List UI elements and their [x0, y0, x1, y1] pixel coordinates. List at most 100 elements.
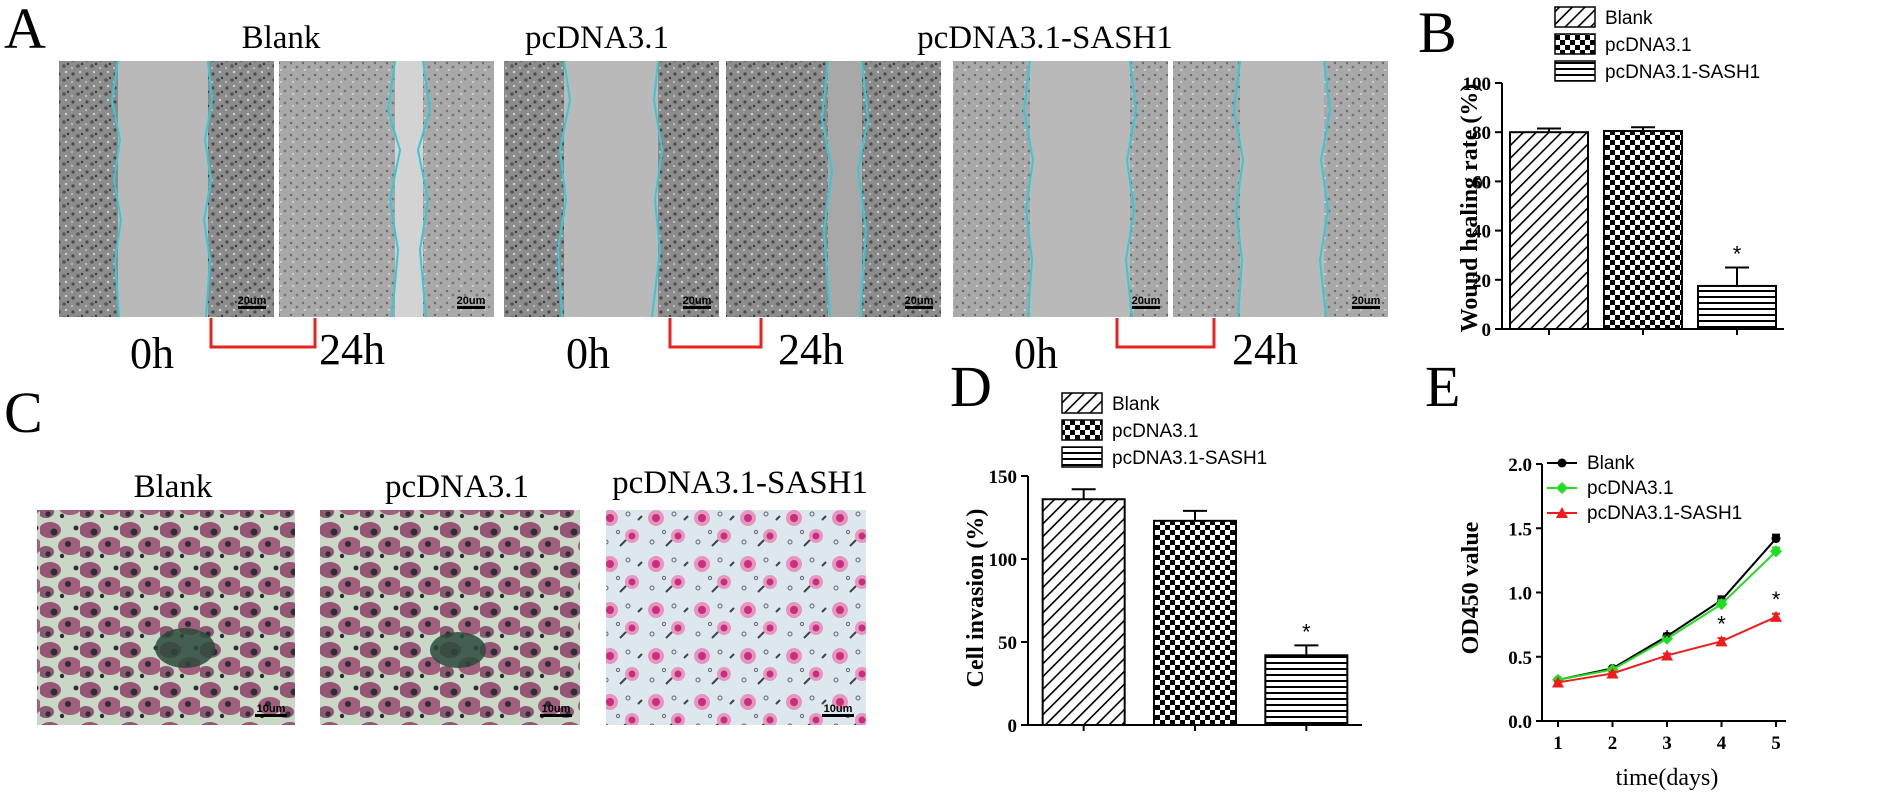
time-label-0h: 0h — [1014, 329, 1058, 378]
series-line-pcDNA3.1 — [1557, 550, 1777, 681]
legend: Blank pcDNA3.1 pcDNA3.1-SASH1 — [1061, 392, 1267, 469]
bracket-blank — [209, 318, 317, 349]
data-point — [1661, 649, 1673, 661]
y-tick-label: 100 — [1463, 74, 1492, 95]
y-tick-label: 1.5 — [1508, 519, 1532, 540]
bar-pcDNA3.1 — [1603, 129, 1683, 330]
scale-bar-label: 10um — [824, 703, 853, 715]
x-tick-label: 5 — [1771, 733, 1781, 754]
legend-label: Blank — [1605, 8, 1653, 29]
data-point — [1552, 676, 1564, 688]
data-point — [1557, 458, 1567, 468]
legend-label: pcDNA3.1 — [1112, 421, 1199, 442]
panel-label-c: C — [4, 380, 43, 445]
legend-label: Blank — [1587, 453, 1635, 474]
group-title-blank: Blank — [134, 469, 213, 505]
x-axis-label: time(days) — [1616, 765, 1719, 791]
data-point — [1606, 667, 1619, 679]
group-title-pcdna: pcDNA3.1 — [385, 469, 529, 505]
group-title-sash1: pcDNA3.1-SASH1 — [612, 465, 868, 501]
data-point — [1770, 610, 1782, 622]
y-tick-label: 20 — [1472, 271, 1491, 292]
micrograph-blank-0h: 20um — [59, 60, 274, 318]
panel-d-cell-invasion-chart: D Cell invasion (%) Blank pcDNA3.1 pcDNA3.… — [950, 354, 1362, 737]
y-tick-label: 1.0 — [1508, 584, 1532, 605]
y-tick-label: 100 — [989, 550, 1018, 571]
y-axis-label: Wound healing rate (%) — [1457, 84, 1483, 333]
scale-bar-label: 20um — [1132, 295, 1161, 307]
data-point — [1556, 507, 1568, 518]
group-title-blank: Blank — [242, 20, 321, 56]
x-tick-label: 3 — [1662, 733, 1672, 754]
line-chart: 0.0 0.5 1.0 1.5 2.0 1 2 3 4 5 * * * — [1508, 455, 1786, 754]
legend: Blank pcDNA3.1 pcDNA3.1-SASH1 — [1554, 6, 1760, 83]
micrograph-pcdna-0h: 20um — [504, 60, 719, 318]
micrograph-pcdna-24h: 20um — [726, 60, 941, 318]
scale-bar-label: 20um — [905, 295, 934, 307]
bar-pcDNA3.1 — [1153, 519, 1237, 726]
y-tick-label: 0 — [1482, 320, 1492, 341]
time-label-24h: 24h — [319, 325, 385, 374]
legend-swatch — [1554, 60, 1596, 82]
y-axis-label: Cell invasion (%) — [963, 509, 989, 688]
legend-label: pcDNA3.1-SASH1 — [1112, 448, 1267, 469]
time-label-0h: 0h — [566, 329, 610, 378]
legend-swatch — [1554, 33, 1596, 55]
bar-Blank — [1041, 498, 1126, 726]
legend-label: pcDNA3.1 — [1587, 478, 1674, 499]
bar-chart: 0 20 40 60 80 100 * — [1463, 74, 1784, 341]
data-point — [1556, 482, 1568, 494]
scale-bar-label: 20um — [1352, 295, 1381, 307]
y-tick-label: 0 — [1008, 716, 1018, 737]
y-tick-label: 0.0 — [1508, 712, 1532, 733]
panel-a: A Blank pcDNA3.1 pcDNA3.1-SASH1 20um 20u… — [4, 0, 1388, 378]
panel-label-a: A — [4, 0, 46, 61]
y-tick-label: 60 — [1472, 172, 1491, 193]
legend-swatch — [1061, 419, 1103, 441]
bar-chart: 0 50 100 150 * — [989, 467, 1362, 737]
legend-swatch — [1061, 392, 1103, 414]
legend: Blank pcDNA3.1 pcDNA3.1-SASH1 — [1547, 453, 1742, 524]
time-label-24h: 24h — [778, 325, 844, 374]
y-tick-label: 50 — [998, 633, 1017, 654]
micrograph-invasion-pcdna: 10um — [320, 510, 580, 725]
scale-bar-label: 20um — [457, 295, 486, 307]
group-title-pcdna: pcDNA3.1 — [525, 20, 669, 56]
bar-pcDNA3.1-SASH1 — [1264, 654, 1349, 727]
micrograph-sash1-24h: 20um — [1173, 60, 1388, 318]
data-point — [1715, 598, 1728, 611]
scale-bar-label: 20um — [683, 295, 712, 307]
panel-label-d: D — [950, 354, 992, 419]
x-tick-label: 4 — [1717, 733, 1727, 754]
time-label-24h: 24h — [1232, 325, 1298, 374]
data-point — [1661, 632, 1673, 645]
y-tick-label: 40 — [1472, 222, 1491, 243]
significance-mark: * — [1717, 611, 1726, 636]
legend-label: Blank — [1112, 394, 1160, 415]
significance-mark: * — [1663, 625, 1672, 650]
legend-label: pcDNA3.1 — [1605, 35, 1692, 56]
bar-pcDNA3.1-SASH1 — [1697, 284, 1777, 331]
micrograph-invasion-sash1: 10um — [606, 510, 866, 725]
bracket-pcdna — [668, 318, 763, 349]
significance-mark: * — [1733, 242, 1742, 267]
panel-e-od450-chart: E OD450 value time(days) Blank pcDNA3.1 pc… — [1425, 354, 1786, 791]
legend-label: pcDNA3.1-SASH1 — [1587, 503, 1742, 524]
y-tick-label: 2.0 — [1508, 455, 1532, 476]
data-point — [1770, 545, 1782, 558]
panel-label-b: B — [1418, 0, 1457, 65]
x-tick-label: 2 — [1608, 733, 1618, 754]
y-tick-label: 80 — [1472, 123, 1491, 144]
bracket-sash1 — [1115, 318, 1216, 349]
panel-c: C Blank pcDNA3.1 pcDNA3.1-SASH1 10um 10u… — [4, 380, 868, 725]
micrograph-sash1-0h: 20um — [953, 60, 1168, 318]
time-label-0h: 0h — [130, 329, 174, 378]
scale-bar-label: 20um — [238, 295, 267, 307]
scale-bar-label: 10um — [257, 703, 286, 715]
legend-swatch — [1554, 6, 1596, 28]
panel-label-e: E — [1425, 354, 1460, 419]
scale-bar-label: 10um — [542, 703, 571, 715]
group-title-sash1: pcDNA3.1-SASH1 — [917, 20, 1173, 56]
significance-mark: * — [1302, 619, 1311, 644]
